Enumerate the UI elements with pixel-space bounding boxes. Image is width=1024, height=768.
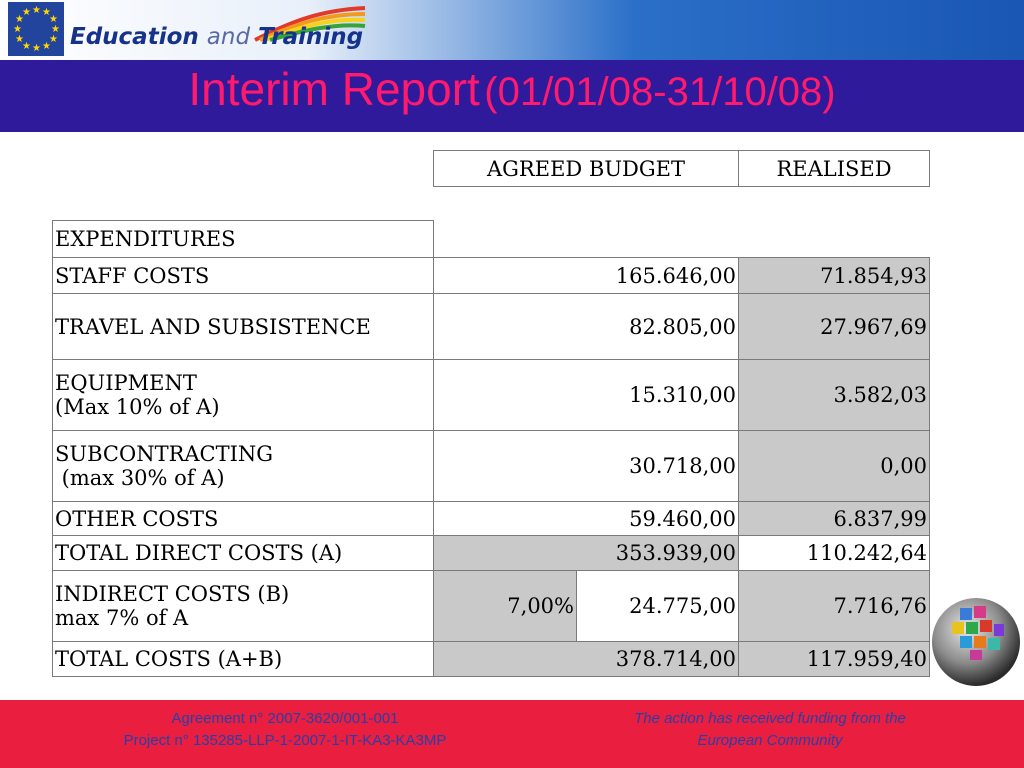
row-label-line1: SUBCONTRACTING [55, 442, 274, 466]
table-row: STAFF COSTS 165.646,00 71.854,93 [52, 257, 930, 294]
content-area: AGREED BUDGET REALISED EXPENDITURES STAF… [0, 132, 1024, 700]
realised-value: 3.582,03 [738, 359, 930, 431]
agreed-value: 82.805,00 [433, 293, 739, 360]
row-label: TOTAL DIRECT COSTS (A) [52, 535, 434, 571]
brand-word-training: Training [258, 24, 364, 50]
column-header-table: AGREED BUDGET REALISED [433, 150, 930, 187]
project-number: Project n° 135285-LLP-1-2007-1-IT-KA3-KA… [123, 732, 447, 749]
agreed-value: 30.718,00 [433, 430, 739, 502]
agreed-value: 378.714,00 [433, 641, 739, 677]
table-row: INDIRECT COSTS (B) max 7% of A 7,00% 24.7… [52, 570, 930, 642]
section-label: EXPENDITURES [52, 220, 434, 258]
table-row: TRAVEL AND SUBSISTENCE 82.805,00 27.967,… [52, 293, 930, 360]
agreed-value: 353.939,00 [433, 535, 739, 571]
realised-value: 71.854,93 [738, 257, 930, 294]
agreed-value: 165.646,00 [433, 257, 739, 294]
table-row: EQUIPMENT (Max 10% of A) 15.310,00 3.582,… [52, 359, 930, 431]
agreed-value: 24.775,00 [576, 570, 739, 642]
title-dates: (01/01/08-31/10/08) [484, 70, 836, 114]
title-main: Interim Report [188, 63, 480, 115]
table-row: OTHER COSTS 59.460,00 6.837,99 [52, 501, 930, 536]
footer-project-info: Agreement n° 2007-3620/001-001 Project n… [40, 708, 530, 752]
realised-value: 110.242,64 [738, 535, 930, 571]
row-label-line2: (Max 10% of A) [55, 395, 220, 419]
row-label: TRAVEL AND SUBSISTENCE [52, 293, 434, 360]
row-label: EQUIPMENT (Max 10% of A) [52, 359, 434, 431]
agreed-value: 15.310,00 [433, 359, 739, 431]
brand-word-education: Education [70, 24, 199, 50]
realised-value: 27.967,69 [738, 293, 930, 360]
realised-value: 7.716,76 [738, 570, 930, 642]
row-label: SUBCONTRACTING (max 30% of A) [52, 430, 434, 502]
row-label: OTHER COSTS [52, 501, 434, 536]
funding-line-2: European Community [697, 732, 843, 749]
budget-table: EXPENDITURES STAFF COSTS 165.646,00 71.8… [52, 220, 930, 677]
puzzle-globe-icon [932, 598, 1020, 686]
swoosh-icon [254, 6, 366, 42]
agreement-number: Agreement n° 2007-3620/001-001 [171, 710, 399, 727]
realised-value: 6.837,99 [738, 501, 930, 536]
realised-value: 0,00 [738, 430, 930, 502]
row-label-line1: INDIRECT COSTS (B) [55, 582, 290, 606]
footer-funding-note: The action has received funding from the… [560, 708, 980, 752]
eu-flag-icon: ★ ★ ★ ★ ★ ★ ★ ★ ★ ★ ★ ★ [8, 2, 64, 56]
table-row: TOTAL DIRECT COSTS (A) 353.939,00 110.24… [52, 535, 930, 571]
table-row: TOTAL COSTS (A+B) 378.714,00 117.959,40 [52, 641, 930, 677]
row-label-line2: (max 30% of A) [55, 466, 225, 490]
empty-cell [434, 221, 930, 258]
realised-value: 117.959,40 [738, 641, 930, 677]
header-realised: REALISED [738, 150, 930, 187]
slide-header: ★ ★ ★ ★ ★ ★ ★ ★ ★ ★ ★ ★ Education and Tr… [0, 0, 1024, 132]
slide-footer: Agreement n° 2007-3620/001-001 Project n… [0, 700, 1024, 768]
indirect-percent: 7,00% [433, 570, 577, 642]
column-header-row: AGREED BUDGET REALISED [433, 150, 930, 187]
brand-word-and: and [206, 24, 251, 50]
funding-line-1: The action has received funding from the [634, 710, 906, 727]
header-agreed-budget: AGREED BUDGET [433, 150, 739, 187]
table-row: EXPENDITURES [52, 220, 930, 258]
row-label-line1: EQUIPMENT [55, 371, 197, 395]
row-label: INDIRECT COSTS (B) max 7% of A [52, 570, 434, 642]
row-label: STAFF COSTS [52, 257, 434, 294]
page-title: Interim Report (01/01/08-31/10/08) [0, 62, 1024, 116]
row-label-line2: max 7% of A [55, 606, 189, 630]
brand-bar: ★ ★ ★ ★ ★ ★ ★ ★ ★ ★ ★ ★ Education and Tr… [0, 0, 1024, 60]
table-row: SUBCONTRACTING (max 30% of A) 30.718,00 … [52, 430, 930, 502]
agreed-value: 59.460,00 [433, 501, 739, 536]
row-label: TOTAL COSTS (A+B) [52, 641, 434, 677]
brand-name: Education and Training [70, 24, 363, 50]
